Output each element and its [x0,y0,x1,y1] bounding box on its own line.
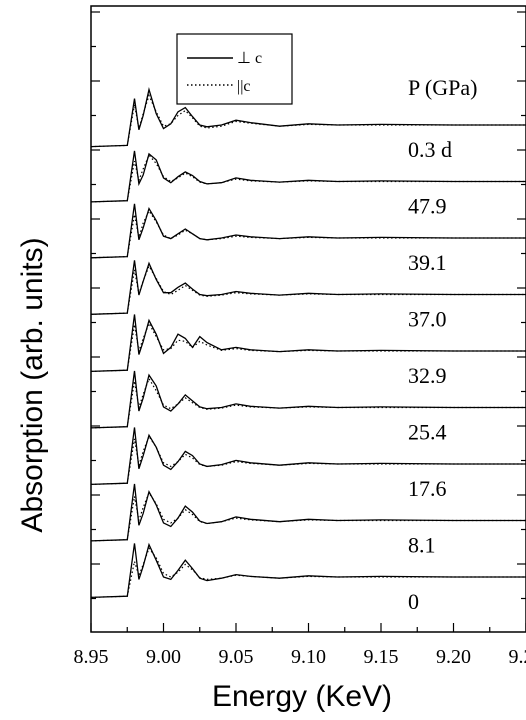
plot-frame [90,5,526,633]
spectrum-perp-c [90,260,526,315]
pressure-label: 39.1 [408,250,447,275]
legend: ⊥ c ||c [176,33,293,105]
x-tick-label: 9.25 [509,646,526,668]
spectrum-parallel-c [90,153,526,203]
spectrum-parallel-c [90,209,526,259]
x-tick-label: 8.95 [74,646,109,668]
axis-ticks: 8.95 9.00 9.05 9.10 9.15 9.20 9.25 [74,11,526,668]
pressure-label: 25.4 [408,420,447,445]
pressure-label: 17.6 [408,476,447,501]
spectrum-parallel-c [90,264,526,315]
x-tick-label: 9.05 [219,646,254,668]
spectrum-parallel-c [90,546,526,598]
pressure-label: 47.9 [408,194,447,219]
legend-label-parallel: ||c [237,78,251,95]
x-axis-title: Energy (KeV) [212,680,392,713]
pressure-label: 37.0 [408,307,447,332]
x-tick-label: 9.15 [364,646,399,668]
spectrum-perp-c [90,150,526,203]
spectrum-perp-c [90,427,526,486]
spectrum-perp-c [90,542,526,599]
x-tick-label: 9.00 [146,646,181,668]
spectrum-perp-c [90,314,526,373]
x-tick-label: 9.20 [436,646,471,668]
spectrum-parallel-c [90,491,526,542]
y-axis-title: Absorption (arb. units) [16,237,49,532]
spectrum-parallel-c [90,435,526,485]
pressure-labels: 0.3 d 47.9 39.1 37.0 32.9 25.4 17.6 8.1 0 [408,137,452,614]
spectrum-perp-c [90,87,526,148]
spectrum-parallel-c [90,93,526,148]
spectra-group [90,87,526,599]
pressure-label: 0 [408,589,419,614]
spectrum-perp-c [90,370,526,429]
legend-box [176,33,293,105]
spectrum-parallel-c [90,321,526,372]
pressure-label: 32.9 [408,363,447,388]
pressure-label: 0.3 d [408,137,452,162]
legend-label-perp: ⊥ c [237,50,262,67]
pressure-label: 8.1 [408,533,436,558]
spectrum-perp-c [90,483,526,542]
x-tick-label: 9.10 [291,646,326,668]
pressure-header: P (GPa) [408,75,477,100]
spectrum-perp-c [90,203,526,259]
